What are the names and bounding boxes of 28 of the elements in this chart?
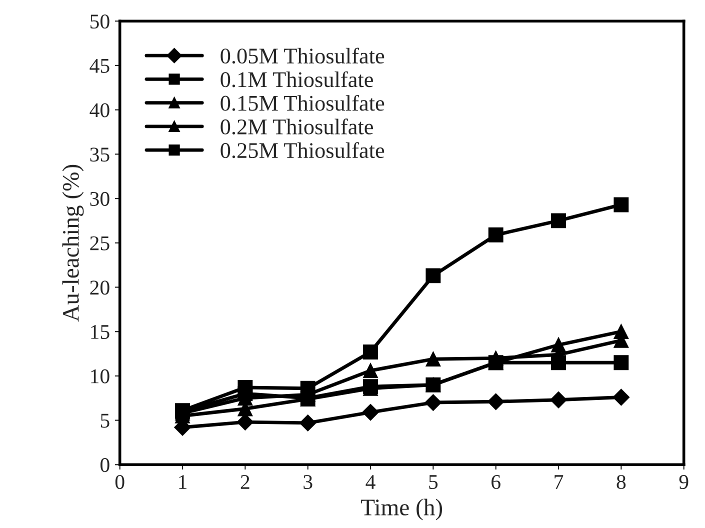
legend-label: 0.25M Thiosulfate	[220, 142, 384, 158]
x-tick-label: 9	[679, 475, 688, 490]
y-axis-title: Au-leaching (%)	[62, 164, 84, 322]
x-tick-label: 0	[115, 474, 124, 490]
legend-label: 0.05M Thiosulfate	[220, 48, 384, 64]
legend-label: 0.15M Thiosulfate	[220, 94, 384, 111]
y-tick-label: 10	[91, 369, 110, 384]
y-tick-label: 0	[100, 458, 110, 472]
legend-label: 0.1M Thiosulfate	[220, 71, 373, 88]
y-tick-label: 20	[90, 280, 110, 295]
x-tick-label: 8	[616, 474, 626, 490]
legend-label: 0.2M Thiosulfate	[220, 118, 373, 135]
y-tick-label: 50	[90, 14, 110, 29]
x-axis-title: Time (h)	[361, 498, 442, 520]
x-tick-label: 2	[240, 475, 250, 489]
y-tick-label: 45	[90, 58, 110, 73]
y-tick-label: 40	[90, 103, 110, 118]
y-tick-label: 30	[90, 192, 110, 206]
x-tick-label: 4	[366, 475, 376, 489]
x-tick-label: 6	[492, 475, 500, 490]
x-tick-label: 3	[304, 475, 312, 490]
y-tick-label: 5	[100, 414, 110, 428]
y-tick-label: 25	[90, 236, 110, 250]
x-tick-label: 7	[554, 475, 564, 489]
x-tick-label: 5	[429, 475, 438, 490]
x-tick-label: 1	[179, 475, 186, 489]
y-tick-label: 15	[91, 325, 110, 340]
y-tick-label: 35	[90, 148, 110, 162]
